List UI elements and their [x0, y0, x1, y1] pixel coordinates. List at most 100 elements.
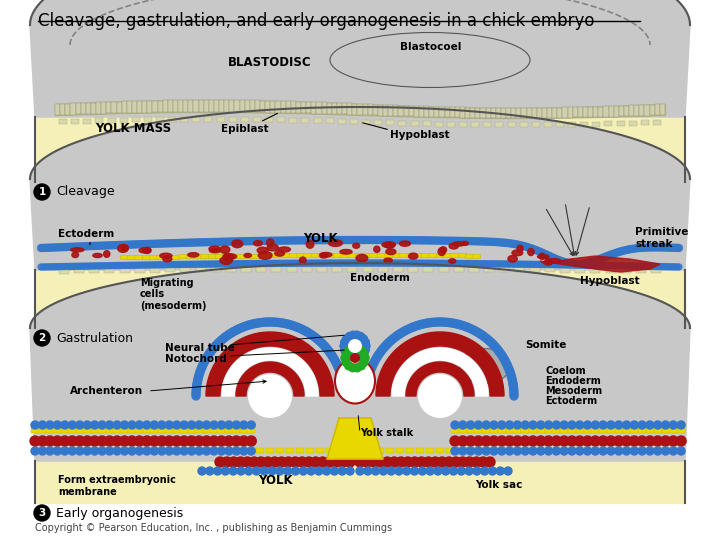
Circle shape [495, 348, 503, 356]
Circle shape [406, 237, 413, 244]
Circle shape [316, 260, 323, 266]
Circle shape [251, 238, 258, 245]
Circle shape [164, 262, 171, 268]
Circle shape [53, 436, 63, 446]
Ellipse shape [382, 242, 395, 247]
Bar [544, 123, 552, 127]
Circle shape [510, 392, 518, 400]
Circle shape [431, 237, 438, 244]
Circle shape [186, 261, 192, 267]
Circle shape [521, 243, 528, 250]
Bar [615, 428, 623, 433]
Circle shape [297, 237, 304, 244]
Circle shape [149, 262, 156, 268]
Circle shape [579, 260, 586, 267]
Circle shape [34, 505, 50, 521]
Circle shape [329, 353, 337, 361]
Ellipse shape [143, 247, 151, 253]
Circle shape [464, 260, 470, 267]
Circle shape [348, 345, 357, 352]
Bar [153, 100, 158, 112]
Circle shape [341, 338, 348, 346]
Circle shape [576, 447, 584, 455]
Text: Ectoderm: Ectoderm [545, 396, 597, 406]
Bar [296, 102, 301, 113]
Ellipse shape [384, 258, 392, 263]
Circle shape [474, 421, 482, 429]
Ellipse shape [258, 252, 272, 259]
Circle shape [392, 333, 400, 341]
Circle shape [83, 243, 89, 249]
Circle shape [621, 436, 631, 446]
Circle shape [606, 262, 611, 268]
Circle shape [302, 328, 310, 335]
Circle shape [357, 362, 365, 370]
Circle shape [225, 421, 233, 429]
Bar [629, 120, 636, 126]
Circle shape [481, 238, 487, 245]
Circle shape [594, 256, 601, 264]
Circle shape [346, 260, 352, 266]
Circle shape [437, 318, 445, 326]
Circle shape [268, 467, 276, 475]
Polygon shape [406, 362, 474, 396]
Circle shape [331, 260, 337, 266]
Circle shape [114, 241, 122, 248]
Ellipse shape [517, 245, 523, 252]
Circle shape [575, 262, 581, 268]
Text: Yolk stalk: Yolk stalk [360, 428, 413, 438]
Circle shape [624, 246, 631, 253]
Circle shape [418, 467, 426, 475]
Circle shape [200, 358, 208, 366]
Circle shape [616, 263, 622, 269]
Circle shape [150, 447, 158, 455]
Circle shape [427, 237, 434, 244]
Circle shape [97, 436, 107, 446]
Bar [276, 448, 284, 453]
Bar [101, 102, 107, 113]
Circle shape [552, 447, 560, 455]
Ellipse shape [117, 245, 128, 252]
Bar [552, 428, 560, 433]
Circle shape [215, 457, 225, 467]
Circle shape [601, 262, 607, 268]
Circle shape [228, 261, 235, 267]
Circle shape [426, 260, 431, 266]
Circle shape [530, 246, 537, 253]
Bar [416, 448, 424, 453]
Bar [575, 268, 585, 273]
Circle shape [500, 261, 506, 267]
Circle shape [500, 239, 507, 246]
Circle shape [348, 260, 354, 266]
Circle shape [323, 467, 330, 475]
Bar [173, 428, 181, 433]
Circle shape [582, 262, 588, 268]
Circle shape [372, 237, 379, 244]
Circle shape [375, 350, 383, 358]
Circle shape [277, 237, 284, 244]
Circle shape [68, 244, 75, 251]
Bar [560, 428, 568, 433]
Bar [459, 428, 467, 433]
Bar [68, 428, 76, 433]
Circle shape [444, 457, 454, 467]
Bar [255, 100, 260, 112]
Circle shape [390, 334, 398, 342]
Circle shape [275, 319, 283, 327]
Circle shape [361, 346, 369, 354]
Circle shape [644, 244, 650, 251]
Circle shape [338, 373, 346, 381]
Circle shape [483, 238, 490, 245]
Bar [338, 119, 346, 124]
Circle shape [297, 260, 303, 266]
Circle shape [170, 240, 177, 247]
Circle shape [269, 318, 277, 326]
Circle shape [248, 261, 254, 267]
Bar [557, 107, 562, 118]
Ellipse shape [544, 259, 553, 265]
Circle shape [135, 421, 143, 429]
Bar [532, 123, 540, 127]
Bar [450, 107, 455, 117]
Bar [120, 268, 130, 273]
Circle shape [134, 241, 141, 248]
